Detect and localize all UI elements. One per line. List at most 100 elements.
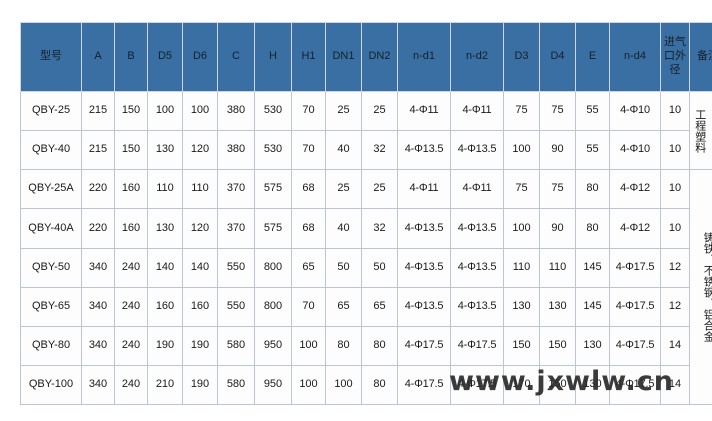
cell-D4: 110	[539, 247, 576, 288]
cell-nd2: 4-Φ17.5	[450, 325, 504, 366]
cell-inlet: 10	[660, 208, 690, 249]
cell-E: 130	[575, 364, 610, 406]
cell-E: 145	[575, 286, 610, 327]
cell-D5: 160	[147, 286, 183, 327]
cell-H1: 70	[291, 90, 326, 132]
cell-nd1: 4-Φ13.5	[397, 286, 451, 327]
cell-nd1: 4-Φ11	[397, 90, 451, 132]
cell-nd1: 4-Φ13.5	[397, 208, 451, 249]
cell-A: 220	[81, 208, 115, 249]
cell-H1: 65	[291, 247, 326, 288]
column-header-nd4: n-d4	[609, 22, 661, 92]
cell-E: 145	[575, 247, 610, 288]
column-header-H1: H1	[291, 22, 326, 92]
cell-DN2: 32	[361, 130, 398, 171]
cell-D4: 90	[539, 208, 576, 249]
cell-model: QBY-40	[20, 130, 82, 171]
cell-DN1: 25	[325, 90, 362, 132]
column-header-DN1: DN1	[325, 22, 362, 92]
column-header-H: H	[254, 22, 292, 92]
cell-B: 150	[114, 130, 148, 171]
cell-nd2: 4-Φ13.5	[450, 130, 504, 171]
cell-A: 340	[81, 364, 115, 406]
cell-nd1: 4-Φ13.5	[397, 130, 451, 171]
cell-D4: 90	[539, 130, 576, 171]
column-header-B: B	[114, 22, 148, 92]
cell-D3: 110	[503, 247, 540, 288]
cell-H: 575	[254, 208, 292, 249]
cell-B: 240	[114, 286, 148, 327]
cell-DN2: 32	[361, 208, 398, 249]
cell-nd4: 4-Φ17.5	[609, 286, 661, 327]
cell-DN1: 50	[325, 247, 362, 288]
column-header-nd2: n-d2	[450, 22, 504, 92]
table-row: QBY-80 340 240 190 190 580 950 100 80 80 4-Φ17.5 4-…	[20, 325, 712, 366]
column-header-model: 型号	[20, 22, 82, 92]
cell-D4: 150	[539, 364, 576, 406]
column-header-D6: D6	[182, 22, 218, 92]
cell-C: 550	[217, 247, 255, 288]
cell-B: 150	[114, 90, 148, 132]
cell-H: 530	[254, 90, 292, 132]
cell-inlet: 12	[660, 247, 690, 288]
cell-model: QBY-100	[20, 364, 82, 406]
cell-D3: 150	[503, 325, 540, 366]
cell-DN1: 80	[325, 325, 362, 366]
cell-inlet: 10	[660, 90, 690, 132]
cell-inlet: 10	[660, 130, 690, 171]
cell-C: 380	[217, 90, 255, 132]
table-row: QBY-25A 220 160 110 110 370 575 68 25 25 4-Φ11 4-Φ1…	[20, 169, 712, 405]
table-row: QBY-40 215 150 130 120 380 530 70 40 32 4-Φ13.5 4-Φ…	[20, 130, 712, 171]
column-header-E: E	[575, 22, 610, 92]
cell-inlet: 14	[660, 364, 690, 406]
cell-H: 530	[254, 130, 292, 171]
cell-nd4: 4-Φ12	[609, 208, 661, 249]
cell-C: 380	[217, 130, 255, 171]
cell-E: 80	[575, 208, 610, 249]
cell-DN1: 40	[325, 208, 362, 249]
cell-nd2: 4-Φ13.5	[450, 286, 504, 327]
cell-nd2: 4-Φ13.5	[450, 208, 504, 249]
cell-D6: 100	[182, 90, 218, 132]
cell-D5: 190	[147, 325, 183, 366]
cell-B: 240	[114, 325, 148, 366]
cell-D3: 75	[503, 169, 540, 210]
cell-A: 215	[81, 130, 115, 171]
remark-text-column: 工程塑料	[693, 108, 706, 153]
cell-A: 340	[81, 247, 115, 288]
cell-nd4: 4-Φ12	[609, 169, 661, 210]
column-header-inlet: 进气口外径	[660, 22, 690, 92]
cell-D4: 150	[539, 325, 576, 366]
table-body: QBY-25 215 150 100 100 380 530 70 25 25 4-Φ11 4-Φ11…	[20, 90, 712, 406]
cell-D4: 130	[539, 286, 576, 327]
cell-C: 550	[217, 286, 255, 327]
cell-nd1: 4-Φ17.5	[397, 325, 451, 366]
column-header-remark: 备注	[689, 22, 712, 92]
remark-text-column: 氟塑料，	[708, 109, 712, 153]
cell-remark: 铸铁、不锈钢、铝合金	[689, 169, 712, 405]
cell-B: 240	[114, 247, 148, 288]
cell-C: 370	[217, 208, 255, 249]
cell-H: 950	[254, 325, 292, 366]
cell-DN1: 65	[325, 286, 362, 327]
cell-nd4: 4-Φ17.5	[609, 364, 661, 406]
column-header-C: C	[217, 22, 255, 92]
cell-E: 80	[575, 169, 610, 210]
cell-D4: 75	[539, 90, 576, 132]
cell-nd4: 4-Φ17.5	[609, 247, 661, 288]
cell-nd4: 4-Φ10	[609, 130, 661, 171]
column-header-D5: D5	[147, 22, 183, 92]
cell-DN2: 80	[361, 325, 398, 366]
cell-D6: 110	[182, 169, 218, 210]
cell-D4: 75	[539, 169, 576, 210]
cell-D3: 100	[503, 208, 540, 249]
cell-D6: 140	[182, 247, 218, 288]
cell-nd2: 4-Φ17.5	[450, 364, 504, 406]
cell-D6: 190	[182, 364, 218, 406]
cell-D3: 100	[503, 130, 540, 171]
cell-model: QBY-80	[20, 325, 82, 366]
cell-DN2: 50	[361, 247, 398, 288]
table-row: QBY-25 215 150 100 100 380 530 70 25 25 4-Φ11 4-Φ11…	[20, 90, 712, 171]
